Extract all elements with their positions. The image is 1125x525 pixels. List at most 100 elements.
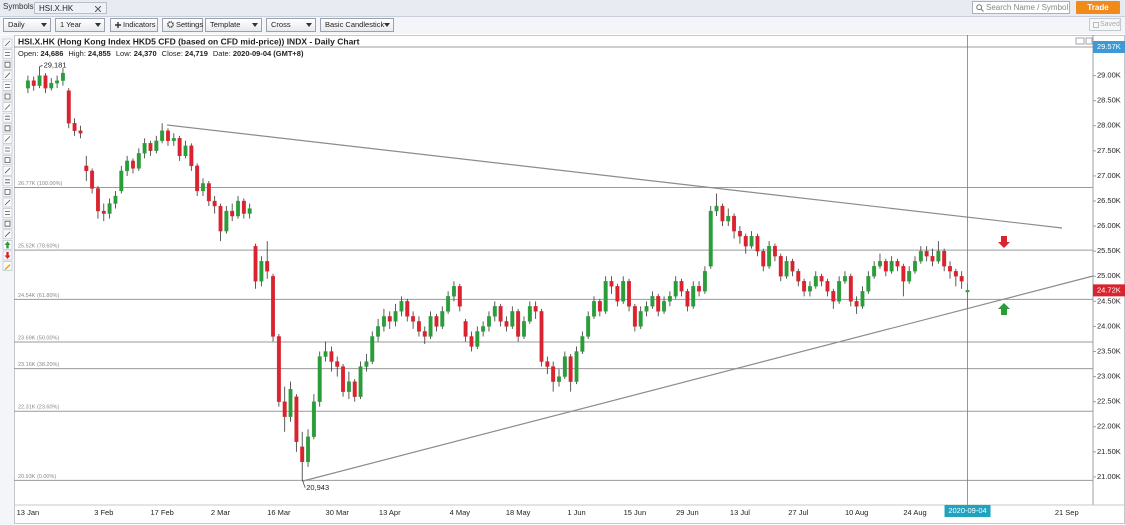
candle-body: [411, 316, 416, 322]
save-icon: [1093, 22, 1099, 28]
drawing-tool[interactable]: [2, 218, 13, 229]
drawing-tool[interactable]: [2, 197, 13, 208]
candle-body: [469, 336, 474, 347]
x-tick-label: 13 Jul: [730, 508, 750, 517]
candle-body: [685, 291, 690, 307]
drawing-tool[interactable]: [2, 134, 13, 144]
y-tick-label: 26.00K: [1097, 221, 1121, 230]
candle-body: [271, 276, 275, 337]
candle-body: [428, 316, 433, 337]
drawing-tool[interactable]: [2, 102, 13, 112]
drawing-tool[interactable]: [2, 187, 13, 197]
crosshair-price-label: 29.57K: [1097, 42, 1121, 51]
interval-dropdown[interactable]: Daily: [3, 18, 51, 32]
candle-body: [749, 235, 754, 247]
cursor-dropdown[interactable]: Cross: [266, 18, 316, 32]
candle-body: [627, 281, 631, 307]
drawing-tool[interactable]: [2, 240, 13, 250]
candle-body: [119, 170, 124, 192]
range-dropdown[interactable]: 1 Year: [55, 18, 105, 32]
x-tick-label: 13 Apr: [379, 508, 401, 517]
candle-body: [195, 165, 200, 192]
candle-body: [638, 311, 643, 327]
candle-body: [533, 306, 538, 312]
drawing-tool[interactable]: [2, 49, 13, 59]
drawing-tool[interactable]: [2, 176, 13, 187]
drawing-tool[interactable]: [2, 165, 13, 176]
candle-body: [825, 281, 830, 292]
candle-body: [317, 356, 322, 402]
drawing-tool[interactable]: [2, 38, 13, 49]
info-value: 24,719: [185, 49, 208, 58]
candle-body: [422, 331, 427, 337]
candle-body: [644, 306, 649, 312]
tool-glyph: [5, 211, 10, 216]
drawing-tool[interactable]: [2, 261, 13, 271]
annotation-pointer: [301, 479, 306, 488]
gear-icon: [167, 21, 174, 28]
drawing-tool[interactable]: [2, 155, 13, 165]
x-tick-label: 30 Mar: [326, 508, 350, 517]
candle-body: [924, 251, 929, 257]
drawing-tool[interactable]: [2, 208, 13, 218]
tool-frame: [2, 91, 13, 102]
candle-body: [282, 401, 287, 417]
candle-body: [341, 366, 346, 392]
tool-frame: [2, 218, 13, 229]
trade-button[interactable]: Trade: [1076, 1, 1120, 14]
candle-body: [592, 301, 596, 317]
drawing-tool[interactable]: [2, 59, 13, 70]
y-tick-label: 26.50K: [1097, 196, 1121, 205]
chart-option-icon[interactable]: [1075, 37, 1085, 45]
candle-body: [767, 246, 772, 267]
candle-body: [60, 72, 65, 81]
chart-option-icon[interactable]: [1085, 37, 1093, 45]
saved-text: Saved: [1100, 21, 1120, 28]
candle-body: [311, 401, 316, 437]
drawing-tool[interactable]: [2, 123, 13, 134]
range-text: 1 Year: [60, 20, 82, 29]
candle-body: [107, 203, 112, 214]
candle-body: [621, 281, 626, 302]
remove-symbol-icon[interactable]: [95, 6, 101, 12]
candle-body: [72, 123, 77, 131]
drawing-tool[interactable]: [2, 112, 13, 123]
search-box[interactable]: Search Name / Symbol: [972, 1, 1070, 14]
drawing-tool[interactable]: [2, 250, 13, 261]
tool-glyph: [4, 104, 11, 110]
info-label: Date:: [213, 49, 231, 58]
tool-glyph: [4, 136, 11, 142]
drawing-tool[interactable]: [2, 144, 13, 155]
x-tick-label: 17 Feb: [150, 508, 173, 517]
candle-body: [726, 215, 731, 222]
drawing-tool[interactable]: [2, 81, 13, 91]
candle-body: [878, 261, 882, 267]
x-tick-label: 3 Feb: [94, 508, 113, 517]
symbol-tag[interactable]: HSI.X.HK: [34, 2, 107, 14]
chart-style-dropdown[interactable]: Basic Candlestick: [320, 18, 394, 32]
drawing-tool[interactable]: [2, 91, 13, 102]
drawing-tool[interactable]: [2, 229, 13, 240]
y-tick-label: 25.50K: [1097, 246, 1121, 255]
buy-arrow-icon[interactable]: [998, 303, 1010, 315]
top-bar: Symbols: HSI.X.HK Search Name / Symbol T…: [0, 0, 1125, 17]
drawing-tool[interactable]: [2, 70, 13, 81]
template-dropdown[interactable]: Template: [205, 18, 262, 32]
sell-arrow-icon[interactable]: [998, 236, 1010, 248]
candle-body: [872, 266, 877, 277]
candle-body: [393, 311, 398, 322]
candle-body: [78, 130, 83, 134]
tool-frame: [2, 176, 13, 187]
tool-glyph: [4, 93, 11, 100]
plus-icon: [115, 22, 121, 28]
candle-body: [848, 276, 853, 302]
chart-background: [0, 35, 1125, 525]
y-tick-label: 24.00K: [1097, 321, 1121, 330]
saved-button[interactable]: Saved: [1089, 18, 1121, 31]
indicators-button[interactable]: Indicators: [110, 18, 158, 32]
settings-button[interactable]: Settings: [162, 18, 203, 32]
info-label: Open:: [18, 49, 38, 58]
candle-body: [300, 446, 305, 463]
candle-body: [457, 286, 462, 307]
